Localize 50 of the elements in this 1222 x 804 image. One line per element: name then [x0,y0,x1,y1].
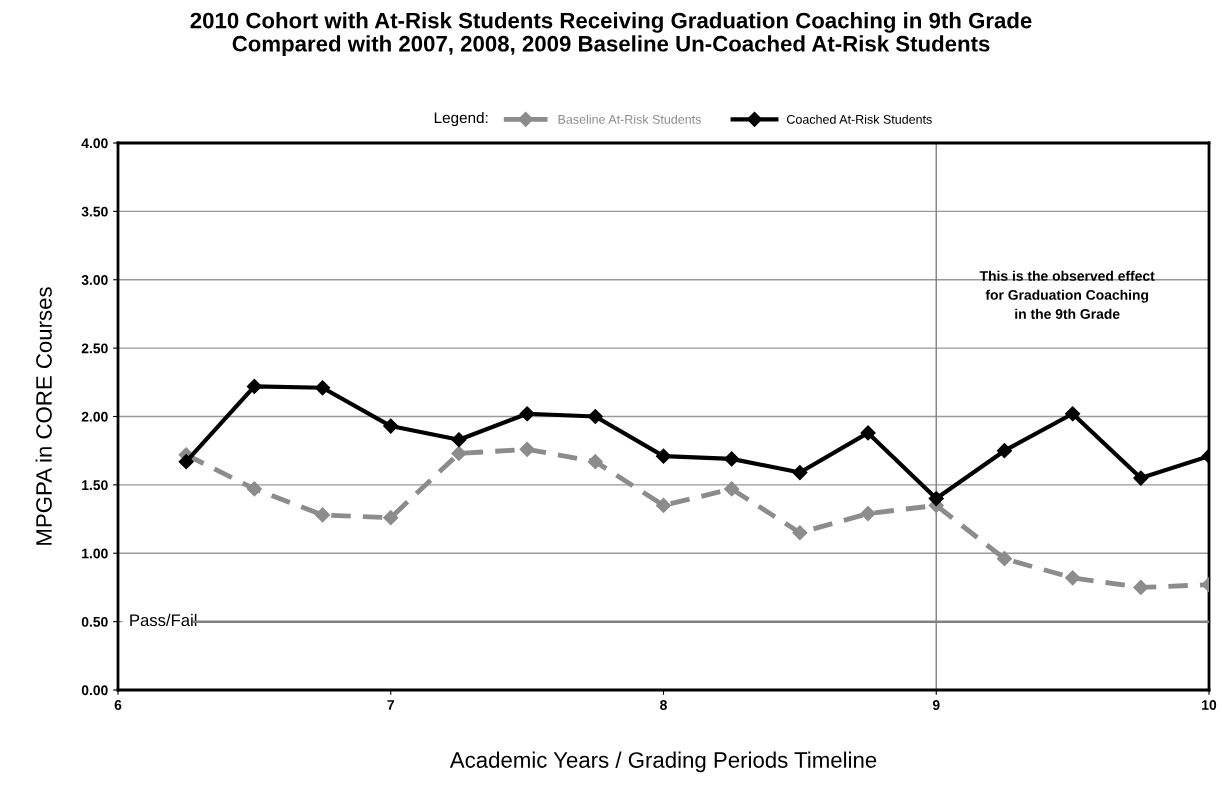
point [587,408,603,425]
y-tick-label: 3.50 [81,206,108,217]
x-axis-title: Academic Years / Grading Periods Timeline [449,751,877,773]
x-tick-label: 8 [660,700,667,710]
y-tick-label: 3.00 [81,275,108,285]
point [383,510,399,526]
point [451,432,467,448]
point [451,445,467,461]
y-tick-label: 2.00 [81,411,108,422]
point [792,525,808,541]
y-tick-label: 1.50 [82,480,108,491]
point [519,441,535,457]
point [1065,406,1081,422]
point [178,454,194,470]
point [1133,470,1149,486]
point [314,380,331,396]
point [314,507,331,523]
ref-line-label: Pass/Fail [130,613,197,627]
point [792,464,808,481]
point [860,506,876,522]
point [246,481,262,497]
chart-title: 2010 Cohort with At-Risk Students Receiving Graduation Coaching in 9th Grade Compared with 2007, 2008, 2009 Baseline Un-Coached At-Risk Students [190,12,1032,56]
point [655,448,672,464]
y-axis-title: MPGPA in CORE Courses [35,287,52,545]
point [1065,570,1081,586]
point [587,454,603,470]
point [724,451,740,467]
point [1133,579,1149,596]
point [383,418,399,434]
point [860,425,876,441]
point [655,497,672,513]
x-tick-label: 7 [387,700,394,710]
y-tick-label: 0.50 [81,616,108,627]
point [724,481,740,497]
legend-label: Baseline At-Risk Students [558,114,701,124]
x-tick-label: 9 [932,700,940,710]
y-tick-label: 1.00 [82,548,108,559]
point [996,551,1013,567]
point [519,406,535,422]
y-tick-label: 4.00 [81,138,108,149]
x-tick-label: 10 [1202,700,1217,710]
y-tick-label: 0.00 [81,685,108,696]
legend-title: Legend: [434,111,488,127]
point [928,490,944,507]
x-tick-label: 6 [114,700,122,710]
annotation: This is the observed effect for Graduation Coaching in the 9th Grade [979,270,1155,319]
point [996,443,1013,459]
point [246,378,262,394]
y-tick-label: 2.50 [81,343,108,354]
legend-label: Coached At-Risk Students [787,114,932,124]
